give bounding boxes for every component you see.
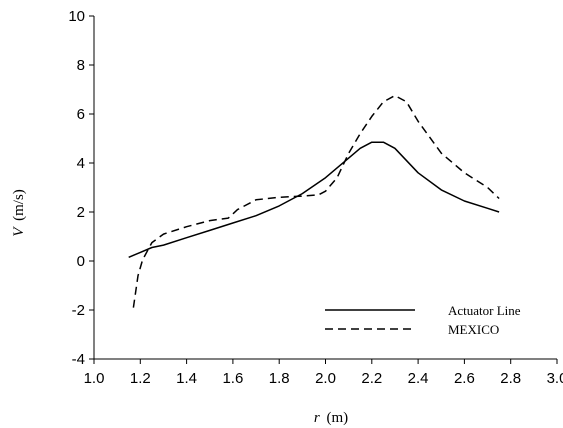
legend-label: MEXICO bbox=[448, 322, 499, 337]
x-tick-label: 2.2 bbox=[361, 370, 382, 387]
y-tick-label: 6 bbox=[77, 106, 85, 123]
x-axis-unit: (m) bbox=[326, 410, 348, 426]
x-tick-label: 1.2 bbox=[130, 370, 151, 387]
y-tick-label: 8 bbox=[77, 57, 85, 74]
x-axis-title: r (m) bbox=[314, 410, 348, 426]
x-tick-label: 2.0 bbox=[315, 370, 336, 387]
axes: -4 -2 0 2 4 6 8 10 1.0 1.2 1.4 1.6 1.8 2.0 2.2 2.4 2.6 2.… bbox=[68, 8, 563, 387]
series-line-mexico bbox=[132, 94, 500, 308]
x-tick-label: 1.6 bbox=[222, 370, 243, 387]
x-tick-label: 1.4 bbox=[176, 370, 197, 387]
y-axis-title: V (m/s) bbox=[11, 189, 27, 237]
x-tick-label: 2.4 bbox=[408, 370, 429, 387]
y-tick-label: 10 bbox=[68, 8, 85, 25]
x-tick-label: 3.0 bbox=[547, 370, 563, 387]
y-tick-label: -2 bbox=[72, 302, 85, 319]
x-tick-label: 1.0 bbox=[84, 370, 105, 387]
y-axis-symbol: V bbox=[11, 226, 27, 237]
y-tick-label: 0 bbox=[77, 253, 85, 270]
legend: Actuator Line MEXICO bbox=[325, 303, 521, 337]
x-tick-label: 2.8 bbox=[500, 370, 521, 387]
x-tick-label: 1.8 bbox=[269, 370, 290, 387]
y-tick-label: 2 bbox=[77, 204, 85, 221]
series-line-actuator-line bbox=[128, 141, 500, 258]
plot-series bbox=[128, 94, 500, 308]
x-tick-label: 2.6 bbox=[454, 370, 475, 387]
x-axis-symbol: r bbox=[314, 410, 320, 426]
y-axis-unit: (m/s) bbox=[11, 189, 27, 221]
legend-label: Actuator Line bbox=[448, 303, 521, 318]
y-tick-label: 4 bbox=[77, 155, 85, 172]
y-tick-label: -4 bbox=[72, 351, 85, 368]
